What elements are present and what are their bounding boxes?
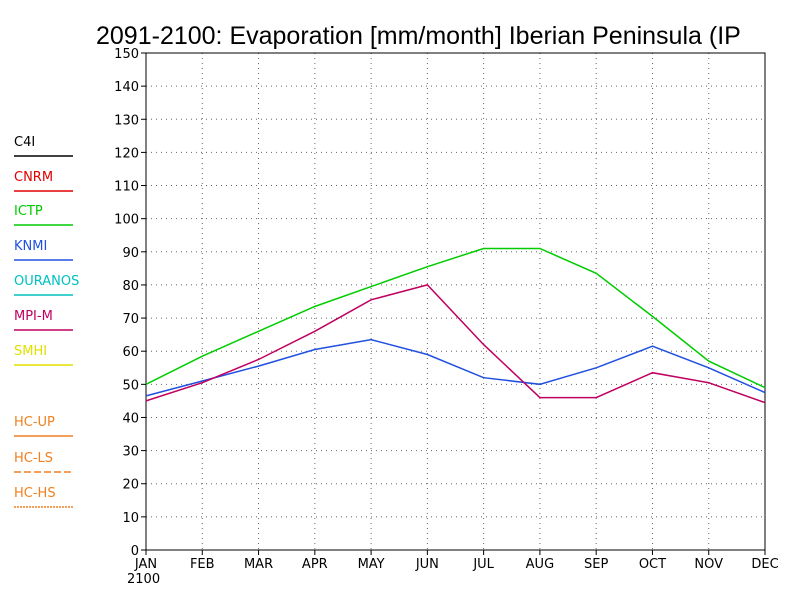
legend-label: HC-LS xyxy=(14,451,53,466)
y-tick-label: 130 xyxy=(114,113,139,128)
plot-frame xyxy=(145,52,766,551)
x-tick-label: NOV xyxy=(694,557,723,572)
legend-item: HC-HS xyxy=(14,486,73,508)
legend-label: ICTP xyxy=(14,204,43,219)
y-tick-label: 20 xyxy=(122,478,139,493)
legend-item: KNMI xyxy=(14,239,73,261)
x-tick-label: MAY xyxy=(358,557,385,572)
x-tick-label: JUN xyxy=(415,557,439,572)
legend-label: HC-HS xyxy=(14,486,56,501)
grid xyxy=(146,53,765,550)
x-tick-label: JUL xyxy=(472,557,494,572)
legend-label: HC-UP xyxy=(14,415,55,430)
x-tick-label: FEB xyxy=(190,557,215,572)
series-lines xyxy=(145,247,766,404)
legend: C4I CNRM ICTP KNMI OURANOS MPI-M SMHI HC-UP HC-L… xyxy=(14,135,79,508)
series-line-knmi xyxy=(145,338,766,397)
y-axis: 0 10 20 30 40 50 60 70 80 90 100 110 120 130 140 150 xyxy=(114,47,146,559)
y-tick-label: 50 xyxy=(122,378,139,393)
y-tick-label: 60 xyxy=(122,345,139,360)
legend-item: ICTP xyxy=(14,204,73,226)
legend-label: MPI-M xyxy=(14,309,53,324)
x-tick-label: APR xyxy=(302,557,328,572)
series-line-mpi-m xyxy=(145,284,766,404)
x-tick-label: AUG xyxy=(526,557,554,572)
x-tick-label: SEP xyxy=(584,557,608,572)
x-tick-label: JAN xyxy=(134,557,157,572)
y-tick-label: 0 xyxy=(131,544,139,559)
y-tick-label: 40 xyxy=(122,411,139,426)
legend-item: CNRM xyxy=(14,170,73,192)
y-tick-label: 80 xyxy=(122,279,139,294)
x-axis: JAN FEB MAR APR MAY JUN JUL AUG SEP OCT NOV DEC xyxy=(134,550,779,572)
legend-label: SMHI xyxy=(14,344,47,359)
y-tick-label: 90 xyxy=(122,246,139,261)
y-tick-label: 70 xyxy=(122,312,139,327)
x-year-label: 2100 xyxy=(127,572,160,587)
legend-label: OURANOS xyxy=(14,274,79,289)
legend-item: C4I xyxy=(14,135,73,157)
legend-label: CNRM xyxy=(14,170,53,185)
legend-label: C4I xyxy=(14,135,35,150)
y-tick-label: 30 xyxy=(122,445,139,460)
legend-item: HC-UP xyxy=(14,415,73,437)
y-tick-label: 100 xyxy=(114,213,139,228)
y-tick-label: 140 xyxy=(114,80,139,95)
y-tick-label: 120 xyxy=(114,146,139,161)
legend-item: SMHI xyxy=(14,344,73,366)
legend-item: HC-LS xyxy=(14,451,73,473)
y-tick-label: 10 xyxy=(122,511,139,526)
x-tick-label: DEC xyxy=(751,557,778,572)
x-tick-label: MAR xyxy=(244,557,273,572)
chart-title: 2091-2100: Evaporation [mm/month] Iberia… xyxy=(96,22,741,50)
y-tick-label: 150 xyxy=(114,47,139,62)
legend-item: MPI-M xyxy=(14,309,73,331)
x-tick-label: OCT xyxy=(639,557,666,572)
y-tick-label: 110 xyxy=(114,180,139,195)
series-line-ictp xyxy=(145,247,766,389)
legend-label: KNMI xyxy=(14,239,47,254)
legend-item: OURANOS xyxy=(14,274,79,296)
